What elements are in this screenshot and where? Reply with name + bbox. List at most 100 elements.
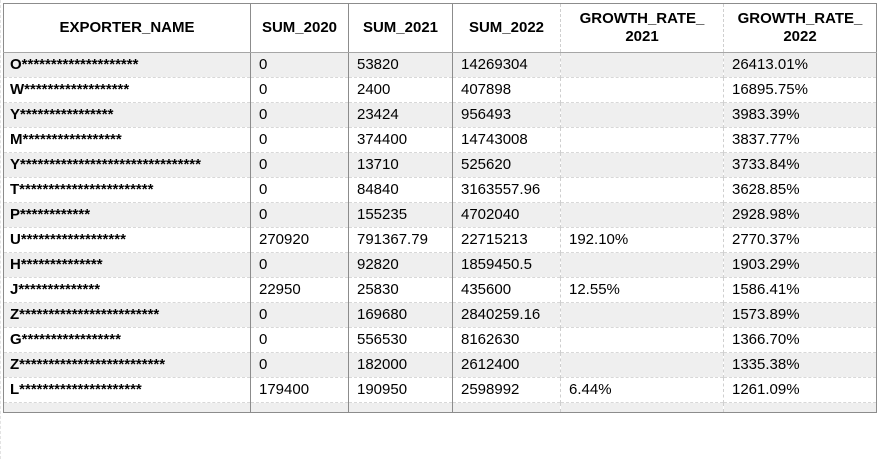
table-row: L********************* 179400 190950 259899… (3, 377, 877, 403)
value-cell[interactable]: 0 (250, 77, 349, 103)
table-row: Z************************* 0 182000 2612400… (3, 352, 877, 378)
value-cell[interactable]: 0 (250, 352, 349, 378)
value-cell[interactable]: 0 (250, 102, 349, 128)
value-cell[interactable]: 270920 (250, 227, 349, 253)
value-cell[interactable]: 22715213 (452, 227, 561, 253)
exporter-name-cell[interactable]: H************** (3, 252, 251, 278)
value-cell[interactable]: 4702040 (452, 202, 561, 228)
value-cell[interactable]: 556530 (348, 327, 453, 353)
exporter-name-cell[interactable]: Z************************ (3, 302, 251, 328)
value-cell[interactable]: 3837.77% (723, 127, 877, 153)
table-header: EXPORTER_NAME SUM_2020 SUM_2021 SUM_2022 GRO… (3, 3, 877, 53)
value-cell[interactable] (560, 202, 724, 228)
value-cell[interactable]: 23424 (348, 102, 453, 128)
value-cell[interactable]: 3628.85% (723, 177, 877, 203)
value-cell[interactable]: 12.55% (560, 277, 724, 303)
value-cell[interactable]: 956493 (452, 102, 561, 128)
table-row: Y**************** 0 23424 956493 3983.39% (3, 102, 877, 128)
value-cell[interactable] (560, 252, 724, 278)
value-cell[interactable]: 155235 (348, 202, 453, 228)
value-cell[interactable]: 435600 (452, 277, 561, 303)
value-cell[interactable]: 192.10% (560, 227, 724, 253)
exporter-name-cell[interactable]: Z************************* (3, 352, 251, 378)
value-cell[interactable] (560, 352, 724, 378)
partial-cell (723, 402, 877, 413)
value-cell[interactable] (560, 52, 724, 78)
value-cell[interactable]: 26413.01% (723, 52, 877, 78)
exporter-name-cell[interactable]: P************ (3, 202, 251, 228)
exporter-name-cell[interactable]: T*********************** (3, 177, 251, 203)
table-body: O******************** 0 53820 14269304 26413… (3, 52, 877, 413)
value-cell[interactable] (560, 327, 724, 353)
value-cell[interactable]: 92820 (348, 252, 453, 278)
value-cell[interactable]: 1859450.5 (452, 252, 561, 278)
value-cell[interactable]: 3983.39% (723, 102, 877, 128)
exporter-name-cell[interactable]: O******************** (3, 52, 251, 78)
value-cell[interactable]: 2928.98% (723, 202, 877, 228)
value-cell[interactable] (560, 77, 724, 103)
exporter-name-cell[interactable]: M***************** (3, 127, 251, 153)
value-cell[interactable]: 3163557.96 (452, 177, 561, 203)
column-header-growth_rate_2021[interactable]: GROWTH_RATE_ 2021 (560, 3, 724, 53)
value-cell[interactable]: 1366.70% (723, 327, 877, 353)
exporter-name-cell[interactable]: U****************** (3, 227, 251, 253)
value-cell[interactable]: 2770.37% (723, 227, 877, 253)
value-cell[interactable]: 182000 (348, 352, 453, 378)
value-cell[interactable]: 2400 (348, 77, 453, 103)
value-cell[interactable]: 791367.79 (348, 227, 453, 253)
value-cell[interactable]: 179400 (250, 377, 349, 403)
value-cell[interactable]: 525620 (452, 152, 561, 178)
value-cell[interactable]: 8162630 (452, 327, 561, 353)
value-cell[interactable] (560, 127, 724, 153)
value-cell[interactable]: 84840 (348, 177, 453, 203)
value-cell[interactable]: 0 (250, 152, 349, 178)
value-cell[interactable]: 2612400 (452, 352, 561, 378)
column-header-sum_2021[interactable]: SUM_2021 (348, 3, 453, 53)
value-cell[interactable]: 0 (250, 327, 349, 353)
value-cell[interactable]: 3733.84% (723, 152, 877, 178)
value-cell[interactable]: 53820 (348, 52, 453, 78)
table-row: W****************** 0 2400 407898 16895.75% (3, 77, 877, 103)
value-cell[interactable]: 169680 (348, 302, 453, 328)
exporter-name-cell[interactable]: G***************** (3, 327, 251, 353)
value-cell[interactable] (560, 177, 724, 203)
value-cell[interactable]: 0 (250, 252, 349, 278)
value-cell[interactable]: 22950 (250, 277, 349, 303)
value-cell[interactable]: 2840259.16 (452, 302, 561, 328)
value-cell[interactable]: 14743008 (452, 127, 561, 153)
value-cell[interactable] (560, 302, 724, 328)
value-cell[interactable]: 25830 (348, 277, 453, 303)
exporter-name-cell[interactable]: J************** (3, 277, 251, 303)
value-cell[interactable]: 190950 (348, 377, 453, 403)
exporter-name-cell[interactable]: L********************* (3, 377, 251, 403)
column-header-growth_rate_2022[interactable]: GROWTH_RATE_ 2022 (723, 3, 877, 53)
value-cell[interactable]: 1573.89% (723, 302, 877, 328)
value-cell[interactable]: 13710 (348, 152, 453, 178)
value-cell[interactable]: 1335.38% (723, 352, 877, 378)
value-cell[interactable]: 16895.75% (723, 77, 877, 103)
exporter-name-cell[interactable]: W****************** (3, 77, 251, 103)
value-cell[interactable]: 0 (250, 127, 349, 153)
value-cell[interactable]: 0 (250, 202, 349, 228)
value-cell[interactable]: 1586.41% (723, 277, 877, 303)
value-cell[interactable]: 0 (250, 177, 349, 203)
exporter-name-cell[interactable]: Y******************************* (3, 152, 251, 178)
value-cell[interactable]: 14269304 (452, 52, 561, 78)
value-cell[interactable]: 1261.09% (723, 377, 877, 403)
value-cell[interactable] (560, 152, 724, 178)
column-header-exporter_name[interactable]: EXPORTER_NAME (3, 3, 251, 53)
value-cell[interactable]: 0 (250, 302, 349, 328)
column-header-sum_2022[interactable]: SUM_2022 (452, 3, 561, 53)
value-cell[interactable]: 2598992 (452, 377, 561, 403)
column-header-line: GROWTH_RATE_ (737, 10, 863, 27)
partial-cell (452, 402, 561, 413)
value-cell[interactable] (560, 102, 724, 128)
value-cell[interactable]: 6.44% (560, 377, 724, 403)
value-cell[interactable]: 1903.29% (723, 252, 877, 278)
column-header-sum_2020[interactable]: SUM_2020 (250, 3, 349, 53)
exporter-name-cell[interactable]: Y**************** (3, 102, 251, 128)
value-cell[interactable]: 0 (250, 52, 349, 78)
value-cell[interactable]: 374400 (348, 127, 453, 153)
value-cell[interactable]: 407898 (452, 77, 561, 103)
